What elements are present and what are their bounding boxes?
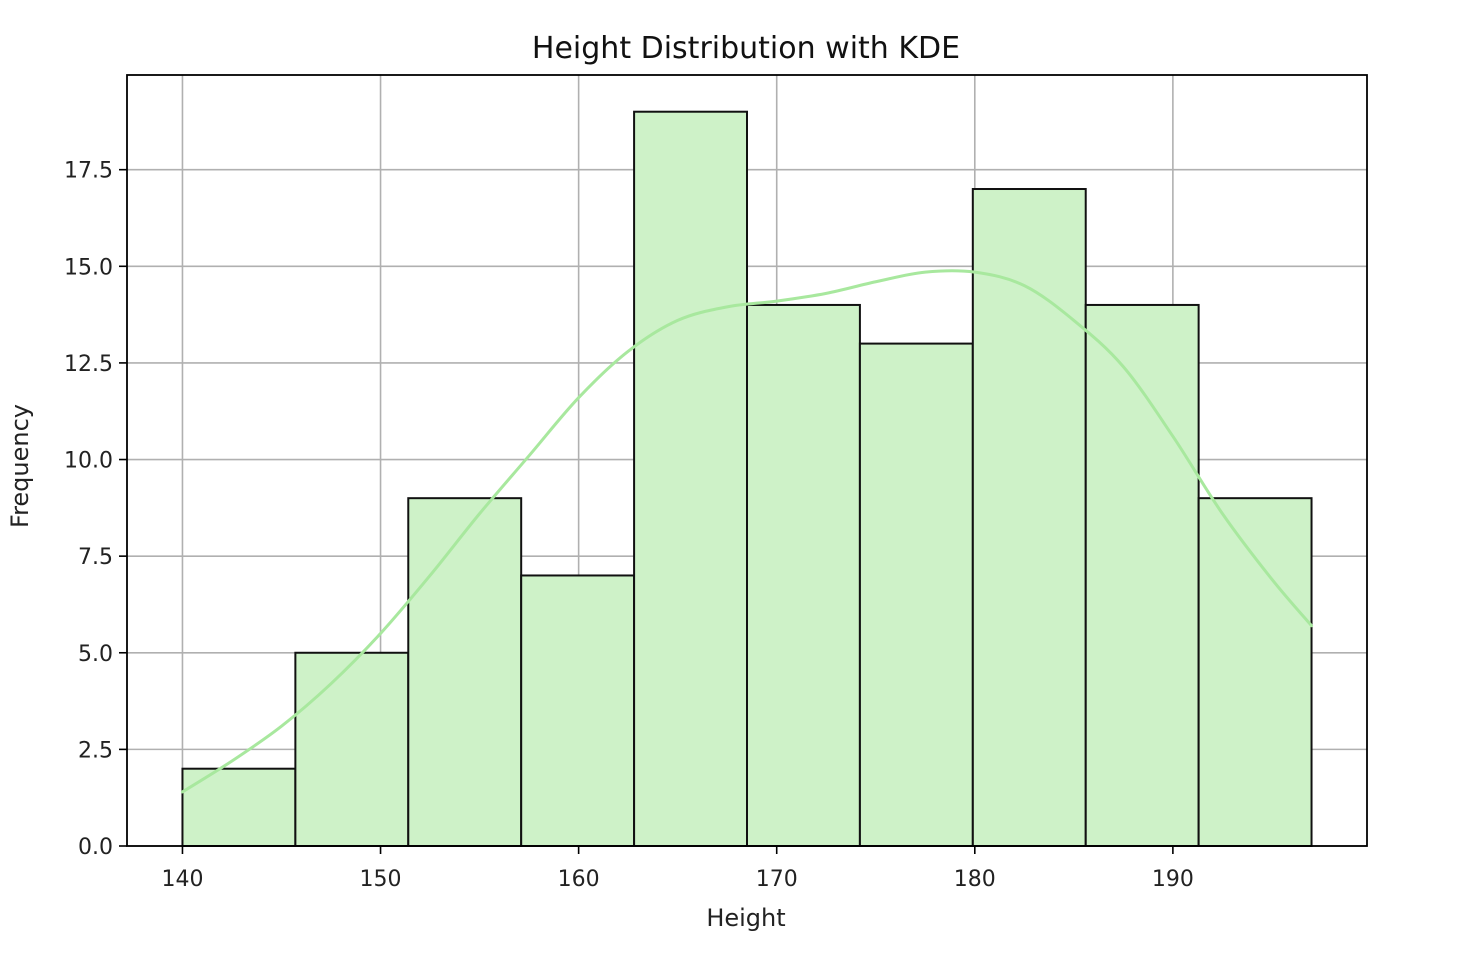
y-axis-ticks: 0.0 2.5 5.0 7.5 10.0 12.5 15.0 17.5 (64, 159, 127, 860)
histogram-bar-5 (633, 110, 748, 847)
x-tick-label-190: 190 (1152, 867, 1194, 892)
x-tick-label-150: 150 (360, 867, 402, 892)
histogram-bar-3 (407, 497, 523, 847)
histogram-bar-9 (1084, 303, 1200, 847)
plot-frame (126, 74, 1368, 847)
x-axis-label: Height (706, 904, 785, 932)
x-tick-label-140: 140 (161, 867, 203, 892)
x-tick-label-160: 160 (558, 867, 600, 892)
y-tick-label-5.0: 5.0 (78, 642, 113, 667)
x-axis-ticks: 140 150 160 170 180 190 (161, 846, 1194, 892)
histogram-bars (181, 110, 1313, 848)
y-tick-label-10.0: 10.0 (64, 449, 113, 474)
chart-title: Height Distribution with KDE (532, 31, 960, 66)
histogram-bar-6 (746, 303, 861, 847)
x-tick-label-170: 170 (756, 867, 798, 892)
histogram-bar-10 (1197, 497, 1313, 847)
histogram-bar-4 (520, 574, 636, 847)
kde-curve-group (180, 269, 1314, 794)
histogram-bar-2 (294, 651, 410, 847)
x-tick-label-180: 180 (954, 867, 996, 892)
y-tick-label-2.5: 2.5 (78, 738, 113, 763)
y-tick-label-15.0: 15.0 (64, 255, 113, 280)
histogram-bar-7 (858, 342, 974, 847)
y-axis-label: Frequency (6, 404, 34, 528)
kde-curve (180, 269, 1314, 794)
y-tick-label-0.0: 0.0 (78, 835, 113, 860)
y-tick-label-7.5: 7.5 (78, 545, 113, 570)
y-tick-label-17.5: 17.5 (64, 159, 113, 184)
y-tick-label-12.5: 12.5 (64, 352, 113, 377)
